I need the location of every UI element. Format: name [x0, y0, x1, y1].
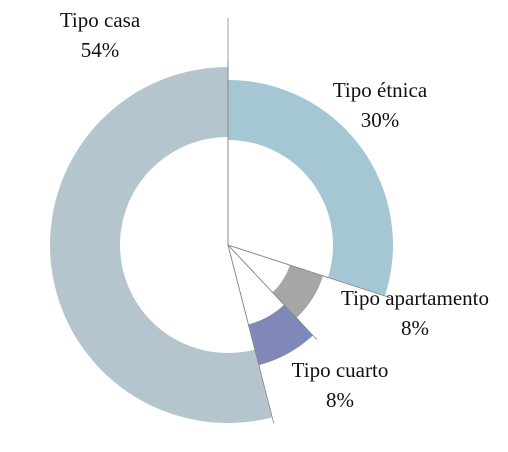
slice-label: Tipo casa: [60, 8, 141, 32]
slice-label: Tipo cuarto: [292, 358, 389, 382]
slice-edge: [227, 244, 329, 279]
slice-edge: [227, 244, 318, 341]
slice-label: Tipo étnica: [333, 78, 428, 102]
slice: [228, 80, 393, 296]
slice-edge: [227, 244, 275, 424]
slice-value-label: 8%: [326, 388, 354, 412]
slice: [272, 265, 324, 318]
slice-value-label: 54%: [81, 38, 120, 62]
slice-value-label: 8%: [401, 316, 429, 340]
slice-value-label: 30%: [361, 108, 400, 132]
slice: [49, 67, 273, 423]
slice-label: Tipo apartamento: [341, 286, 489, 310]
slice: [248, 304, 313, 366]
